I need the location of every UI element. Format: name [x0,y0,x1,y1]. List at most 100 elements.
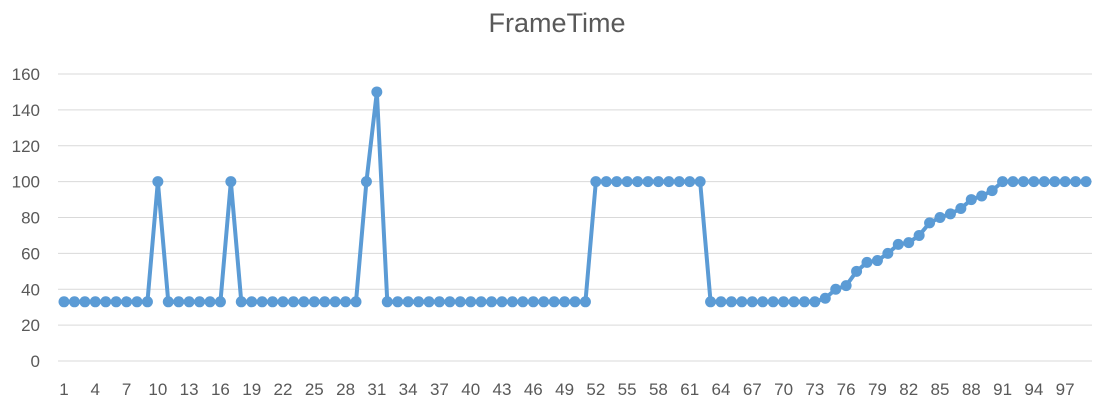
data-point [454,296,466,308]
data-point [444,296,456,308]
data-point [621,176,633,188]
data-point [1017,176,1029,188]
y-tick-label: 120 [12,137,40,156]
data-point [256,296,268,308]
data-point [767,296,779,308]
data-point [548,296,560,308]
data-point [1080,176,1092,188]
y-tick-label: 140 [12,101,40,120]
data-point [715,296,727,308]
data-point [287,296,299,308]
data-point [600,176,612,188]
data-point [819,292,831,304]
x-tick-label: 49 [555,380,574,399]
data-point [924,217,936,229]
data-point [652,176,664,188]
y-tick-label: 60 [21,244,40,263]
data-point [798,296,810,308]
x-tick-label: 55 [618,380,637,399]
series-frametime [58,86,1092,308]
data-point [642,176,654,188]
data-point [235,296,247,308]
y-tick-label: 80 [21,209,40,228]
data-point [267,296,279,308]
data-point [152,176,164,188]
data-point [204,296,216,308]
x-tick-label: 70 [774,380,793,399]
x-tick-label: 73 [805,380,824,399]
x-tick-label: 67 [743,380,762,399]
data-point [402,296,414,308]
data-point [840,280,852,292]
data-point [1038,176,1050,188]
data-point [475,296,487,308]
x-tick-label: 7 [122,380,131,399]
data-point [392,296,404,308]
data-point [663,176,675,188]
data-point [517,296,529,308]
data-point [1049,176,1061,188]
data-point [225,176,237,188]
x-tick-label: 22 [274,380,293,399]
data-point [757,296,769,308]
x-tick-label: 13 [180,380,199,399]
data-point [527,296,539,308]
data-point [1028,176,1040,188]
data-point [788,296,800,308]
y-tick-label: 20 [21,316,40,335]
data-point [131,296,143,308]
data-point [736,296,748,308]
data-point [68,296,80,308]
data-point [955,203,967,215]
x-tick-label: 10 [148,380,167,399]
data-point [371,86,383,98]
x-tick-label: 16 [211,380,230,399]
data-point [183,296,195,308]
data-point [465,296,477,308]
data-point [913,229,925,241]
data-point [340,296,352,308]
data-point [433,296,445,308]
data-point [506,296,518,308]
data-point [350,296,362,308]
data-point [903,237,915,249]
data-point [486,296,498,308]
data-point [413,296,425,308]
data-point [976,190,988,202]
data-point [100,296,112,308]
x-tick-label: 61 [680,380,699,399]
data-point [934,212,946,223]
data-point [725,296,737,308]
x-tick-label: 31 [367,380,386,399]
data-point [298,296,310,308]
data-point [673,176,685,188]
x-tick-label: 58 [649,380,668,399]
x-tick-label: 43 [493,380,512,399]
chart-title: FrameTime [488,8,626,38]
x-tick-label: 34 [399,380,418,399]
data-point [58,296,70,308]
x-tick-label: 91 [993,380,1012,399]
data-point [569,296,581,308]
data-point [746,296,758,308]
x-tick-label: 76 [837,380,856,399]
data-point [1007,176,1019,188]
data-point [538,296,550,308]
x-tick-label: 28 [336,380,355,399]
x-tick-label: 64 [712,380,731,399]
data-point [590,176,602,188]
data-point [705,296,717,308]
x-tick-label: 37 [430,380,449,399]
y-tick-label: 0 [31,352,40,371]
data-point [423,296,435,308]
y-tick-label: 160 [12,65,40,84]
x-tick-label: 4 [91,380,100,399]
data-point [871,255,883,267]
data-point [173,296,185,308]
x-tick-label: 85 [931,380,950,399]
x-tick-label: 82 [899,380,918,399]
data-point [319,296,331,308]
data-point [1059,176,1071,188]
data-point [162,296,174,308]
data-point [809,296,821,308]
